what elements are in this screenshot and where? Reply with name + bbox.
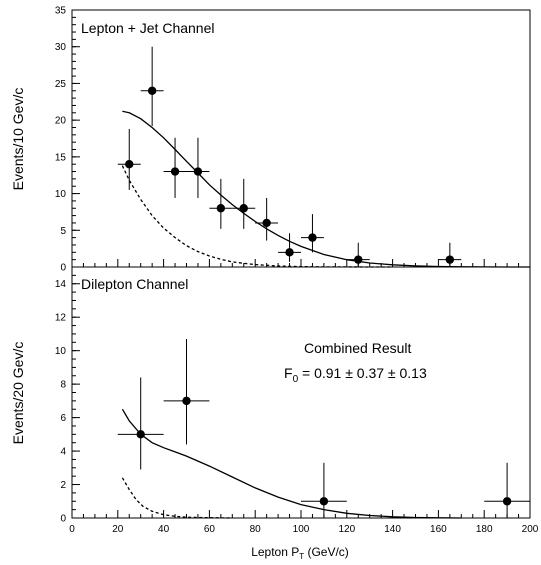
- x-tick-label: 60: [204, 524, 216, 535]
- x-tick-label: 160: [430, 524, 447, 535]
- data-marker: [136, 430, 145, 439]
- y-tick-label: 35: [55, 6, 67, 17]
- data-marker: [193, 167, 203, 176]
- x-tick-label: 40: [158, 524, 170, 535]
- data-marker: [170, 167, 180, 176]
- x-tick-label: 20: [112, 524, 124, 535]
- x-tick-label: 0: [69, 524, 75, 535]
- y-axis-label-bottom: Events/20 Gev/c: [10, 342, 26, 445]
- data-marker: [125, 160, 134, 169]
- data-marker: [239, 204, 248, 213]
- data-point: [301, 214, 324, 253]
- y-tick-label: 10: [55, 346, 67, 357]
- x-tick-label: 200: [522, 524, 539, 535]
- data-point: [301, 462, 347, 518]
- data-point: [117, 377, 164, 470]
- y-tick-label: 8: [60, 380, 66, 391]
- data-marker: [216, 204, 226, 213]
- y-tick-label: 2: [60, 480, 66, 491]
- plot-frame: [71, 9, 531, 519]
- data-marker: [445, 255, 455, 264]
- annotation-formula: F0 = 0.91 ± 0.37 ± 0.13: [284, 365, 427, 385]
- data-point: [163, 137, 187, 198]
- x-tick-label: 180: [476, 524, 493, 535]
- data-point: [186, 137, 210, 198]
- data-point: [163, 338, 210, 445]
- panel-title-dilepton: Dilepton Channel: [81, 276, 188, 292]
- y-tick-label: 10: [55, 189, 67, 200]
- lepton-jet-panel: 0 5 10 15 20 25 30 35 Lepton + Jet Channel: [55, 6, 531, 274]
- y-tick-label: 20: [55, 116, 67, 127]
- x-tick-label: 80: [250, 524, 262, 535]
- y-tick-label: 14: [55, 279, 67, 290]
- data-point: [255, 197, 279, 241]
- background-curve-dashed: [121, 477, 233, 519]
- data-point: [438, 242, 462, 267]
- y-tick-label: 0: [60, 263, 66, 274]
- y-tick-label: 6: [60, 413, 66, 424]
- data-marker: [319, 497, 329, 506]
- data-point: [209, 178, 233, 229]
- y-tick-label: 4: [60, 447, 66, 458]
- data-point: [232, 178, 256, 229]
- data-point: [140, 46, 164, 127]
- data-marker: [285, 248, 294, 257]
- data-point: [278, 233, 301, 262]
- data-marker: [182, 396, 191, 406]
- y-tick-label: 30: [55, 42, 67, 53]
- y-tick-label: 12: [55, 313, 67, 324]
- x-tick-label: 120: [338, 524, 355, 535]
- data-marker: [502, 497, 512, 506]
- data-point: [117, 128, 141, 190]
- data-marker: [308, 233, 317, 242]
- y-tick-label: 5: [60, 226, 66, 237]
- x-tick-label: 140: [384, 524, 401, 535]
- data-point: [484, 462, 530, 518]
- data-point: [346, 242, 370, 267]
- y-axis-label-top: Events/10 Gev/c: [10, 88, 26, 191]
- y-tick-label: 25: [55, 79, 67, 90]
- x-axis-label: Lepton PT (GeV/c): [251, 545, 349, 561]
- panel-title-lepton-jet: Lepton + Jet Channel: [81, 20, 215, 36]
- fit-curve-solid: [121, 408, 462, 519]
- data-marker: [354, 255, 363, 264]
- data-marker: [147, 86, 157, 95]
- background-curve-dashed: [121, 165, 393, 268]
- y-tick-label: 0: [60, 514, 66, 525]
- data-marker: [262, 218, 271, 228]
- x-tick-label: 100: [293, 524, 310, 535]
- y-tick-label: 15: [55, 152, 67, 163]
- annotation-title: Combined Result: [304, 340, 411, 356]
